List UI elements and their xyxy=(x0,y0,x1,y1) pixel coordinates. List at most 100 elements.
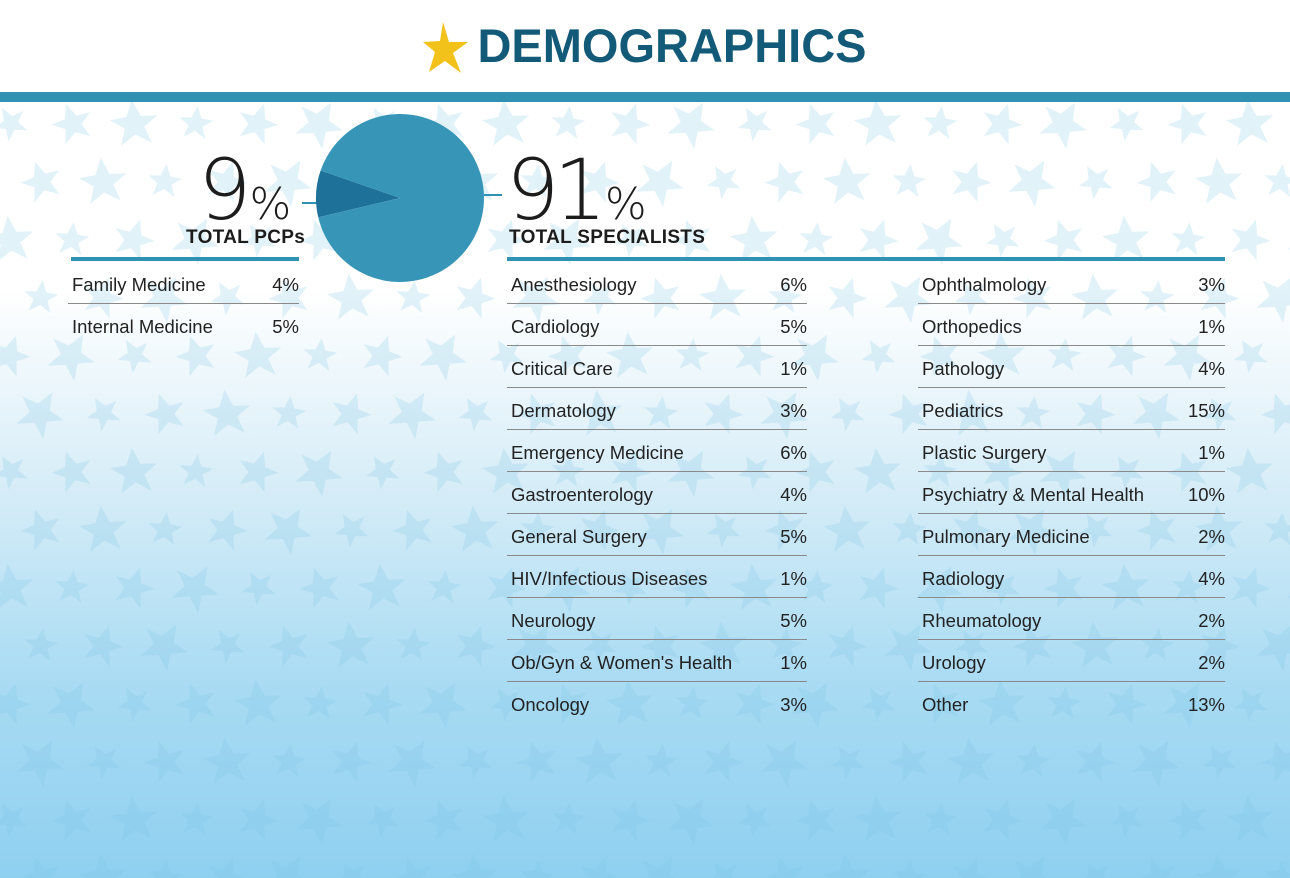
table-row: Ophthalmology 3% xyxy=(918,262,1225,304)
background-star-icon xyxy=(795,799,835,841)
background-star-icon xyxy=(768,628,803,662)
background-star-icon xyxy=(264,160,312,208)
table-row: Critical Care 1% xyxy=(507,346,807,388)
background-star-icon xyxy=(1109,108,1144,142)
table-row: Urology 2% xyxy=(918,640,1225,682)
header-accent-bar xyxy=(0,92,1290,102)
background-star-icon xyxy=(1260,393,1290,435)
row-value: 6% xyxy=(780,442,807,463)
background-star-icon xyxy=(884,624,932,672)
background-star-icon xyxy=(489,688,524,722)
background-star-icon xyxy=(543,218,591,266)
background-star-icon xyxy=(888,741,928,783)
background-star-icon xyxy=(179,106,214,140)
row-label: Neurology xyxy=(511,610,596,631)
row-value: 4% xyxy=(780,484,807,505)
background-star-icon xyxy=(1167,103,1207,145)
row-label: Emergency Medicine xyxy=(511,442,684,463)
background-star-icon xyxy=(667,102,715,150)
background-star-icon xyxy=(365,804,400,838)
background-star-icon xyxy=(1070,621,1119,668)
background-star-icon xyxy=(363,683,403,725)
background-star-icon xyxy=(295,798,343,846)
background-star-icon xyxy=(144,393,184,435)
background-star-icon xyxy=(233,679,282,726)
row-label: Radiology xyxy=(922,568,1005,589)
row-label: Pulmonary Medicine xyxy=(922,526,1090,547)
pcp-percent-unit: % xyxy=(249,179,292,230)
background-stars xyxy=(0,102,1290,878)
background-star-icon xyxy=(326,273,375,320)
row-label: Rheumatology xyxy=(922,610,1042,631)
background-star-icon xyxy=(1109,456,1144,490)
background-star-icon xyxy=(822,157,871,204)
background-star-icon xyxy=(208,509,248,551)
background-star-icon xyxy=(86,398,121,432)
row-label: Critical Care xyxy=(511,358,613,379)
background-star-icon xyxy=(171,566,219,614)
pcp-percent: 9% xyxy=(198,148,291,232)
background-star-icon xyxy=(24,628,59,662)
table-row: Plastic Surgery 1% xyxy=(918,430,1225,472)
background-star-icon xyxy=(923,802,958,836)
background-star-icon xyxy=(1167,451,1207,493)
background-star-icon xyxy=(512,276,560,324)
background-star-icon xyxy=(520,860,555,878)
background-star-icon xyxy=(611,451,651,493)
background-star-icon xyxy=(388,740,436,788)
background-star-icon xyxy=(1136,509,1176,551)
background-star-icon xyxy=(0,563,34,610)
background-star-icon xyxy=(86,746,121,780)
background-star-icon xyxy=(859,567,899,609)
background-star-icon xyxy=(551,106,586,140)
background-star-icon xyxy=(1256,624,1290,672)
star-pattern xyxy=(0,102,1290,878)
background-star-icon xyxy=(419,682,467,730)
row-value: 5% xyxy=(780,526,807,547)
background-star-icon xyxy=(952,509,992,551)
background-star-icon xyxy=(117,688,152,722)
row-label: Oncology xyxy=(511,694,590,715)
row-label: Orthopedics xyxy=(922,316,1022,337)
background-star-icon xyxy=(1264,512,1290,546)
star-icon xyxy=(423,22,469,73)
background-star-icon xyxy=(20,857,60,878)
background-star-icon xyxy=(51,451,91,493)
background-star-icon xyxy=(1171,222,1206,256)
background-star-icon xyxy=(735,683,775,725)
background-star-icon xyxy=(516,741,556,783)
background-star-icon xyxy=(0,335,31,377)
background-star-icon xyxy=(268,277,308,319)
background-star-icon xyxy=(520,512,555,546)
table-row: Dermatology 3% xyxy=(507,388,807,430)
background-star-icon xyxy=(295,450,343,498)
background-star-icon xyxy=(1163,334,1211,382)
background-star-icon xyxy=(1287,566,1290,614)
background-star-icon xyxy=(144,741,184,783)
background-star-icon xyxy=(481,795,530,842)
row-value: 1% xyxy=(780,652,807,673)
background-star-icon xyxy=(264,508,312,556)
row-value: 3% xyxy=(780,400,807,421)
background-star-icon xyxy=(983,799,1023,841)
background-star-icon xyxy=(574,389,623,436)
background-star-icon xyxy=(946,389,995,436)
background-star-icon xyxy=(1264,860,1290,878)
row-value: 3% xyxy=(780,694,807,715)
background-star-icon xyxy=(427,570,462,604)
background-star-icon xyxy=(1008,160,1056,208)
background-star-icon xyxy=(115,219,155,261)
background-star-icon xyxy=(667,450,715,498)
background-star-icon xyxy=(1132,740,1180,788)
table-row: Emergency Medicine 6% xyxy=(507,430,807,472)
background-star-icon xyxy=(489,340,524,374)
row-label: Dermatology xyxy=(511,400,616,421)
background-star-icon xyxy=(853,447,902,494)
row-value: 1% xyxy=(1198,442,1225,463)
background-star-icon xyxy=(706,514,741,548)
background-star-icon xyxy=(764,509,804,551)
background-star-icon xyxy=(671,219,711,261)
background-star-icon xyxy=(923,454,958,488)
background-star-icon xyxy=(1012,277,1052,319)
background-star-icon xyxy=(1076,393,1116,435)
